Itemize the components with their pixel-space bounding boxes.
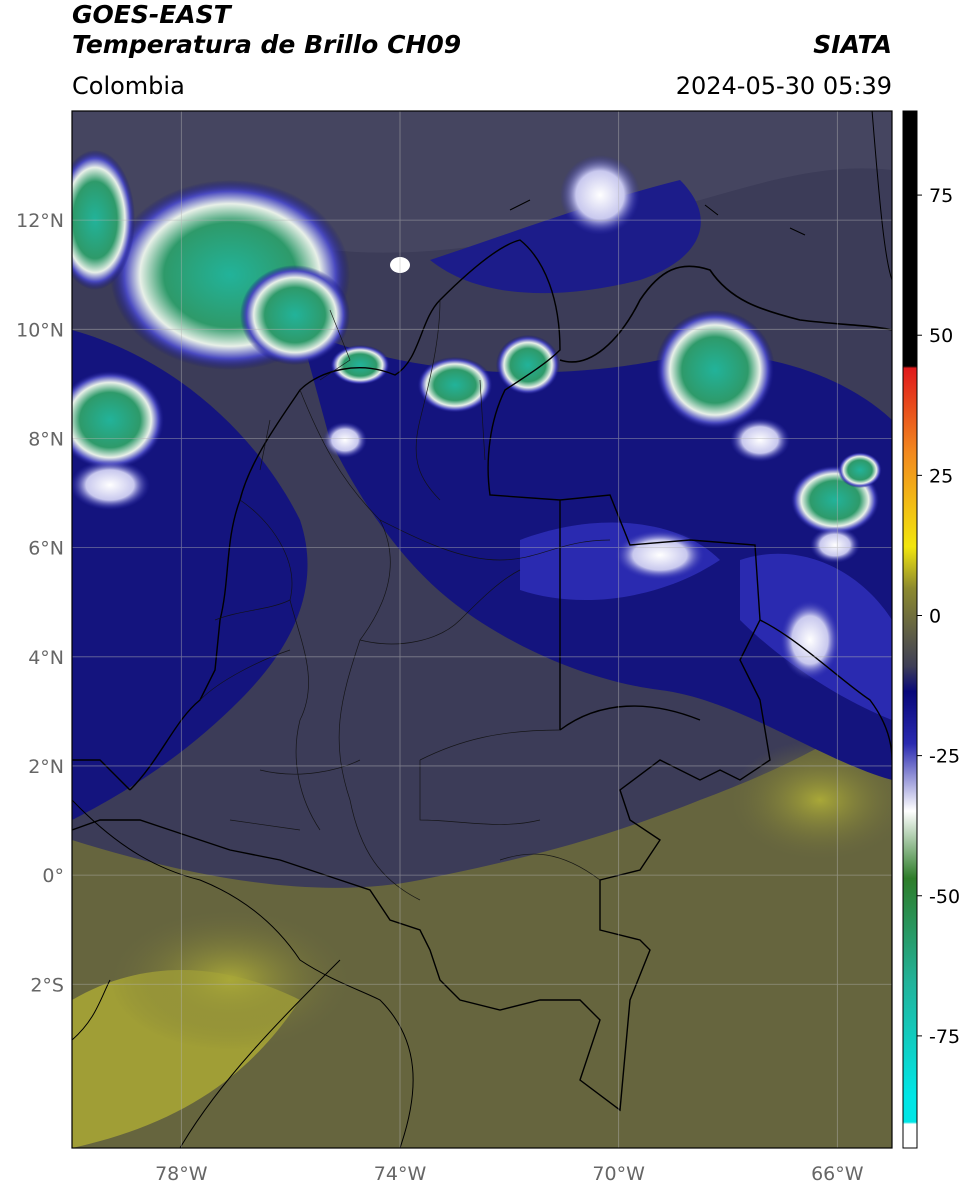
lat-tick-label: 2°N bbox=[28, 756, 64, 778]
lat-tick-label: 4°N bbox=[28, 647, 64, 669]
source-label: SIATA bbox=[813, 30, 892, 59]
colorbar-axis: 75 50 25 0 -25 -50 -75 bbox=[917, 185, 960, 1048]
colorbar bbox=[903, 111, 917, 1148]
lat-tick-label: 12°N bbox=[16, 210, 64, 232]
lat-tick-label: 10°N bbox=[16, 319, 64, 341]
colorbar-tick-label: -25 bbox=[929, 746, 960, 768]
department-borders bbox=[199, 299, 611, 901]
lat-tick-label: 0° bbox=[42, 865, 64, 887]
product-title: Temperatura de Brillo CH09 bbox=[72, 30, 462, 59]
lon-tick-label: 78°W bbox=[155, 1163, 208, 1185]
longitude-axis: 78°W 74°W 70°W 66°W bbox=[155, 1163, 864, 1185]
map-frame bbox=[71, 110, 893, 1149]
graticule bbox=[72, 111, 892, 1148]
satellite-title: GOES-EAST bbox=[72, 0, 231, 29]
lon-tick-label: 70°W bbox=[592, 1163, 645, 1185]
colorbar-tick-label: 0 bbox=[929, 605, 941, 627]
brightness-temperature-field bbox=[72, 111, 892, 1148]
latitude-axis: 12°N 10°N 8°N 6°N 4°N 2°N 0° 2°S bbox=[16, 210, 64, 996]
colorbar-tick-label: 25 bbox=[929, 465, 953, 487]
lat-tick-label: 2°S bbox=[30, 974, 64, 996]
colorbar-tick-label: 50 bbox=[929, 325, 953, 347]
colorbar-tick-label: 75 bbox=[929, 185, 953, 207]
colorbar-tick-label: -50 bbox=[929, 886, 960, 908]
datetime-label: 2024-05-30 05:39 bbox=[675, 72, 892, 100]
country-borders bbox=[72, 111, 892, 1148]
region-label: Colombia bbox=[72, 72, 185, 100]
colorbar-tick-label: -75 bbox=[929, 1026, 960, 1048]
lat-tick-label: 8°N bbox=[28, 428, 64, 450]
colorbar-frame bbox=[902, 110, 918, 1149]
lon-tick-label: 66°W bbox=[811, 1163, 864, 1185]
lon-tick-label: 74°W bbox=[374, 1163, 427, 1185]
lat-tick-label: 6°N bbox=[28, 538, 64, 560]
